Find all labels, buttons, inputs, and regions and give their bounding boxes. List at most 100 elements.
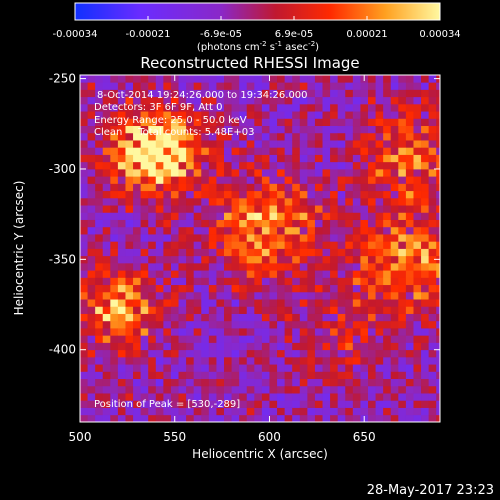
heatmap-cell <box>277 414 286 422</box>
heatmap-cell <box>148 89 157 98</box>
heatmap-cell <box>87 414 96 422</box>
heatmap-cell <box>224 400 232 408</box>
heatmap-cell <box>163 270 172 278</box>
heatmap-cell <box>216 320 225 329</box>
x-tick-label: 550 <box>163 430 186 444</box>
heatmap-cell <box>80 407 88 416</box>
heatmap-cell <box>428 226 437 235</box>
heatmap-cell <box>224 407 232 416</box>
heatmap-cell <box>178 234 187 242</box>
heatmap-cell <box>87 82 96 90</box>
heatmap-cell <box>421 212 430 220</box>
heatmap-cell <box>186 147 195 155</box>
heatmap-cell <box>110 291 119 300</box>
heatmap-cell <box>436 161 440 170</box>
heatmap-cell <box>155 183 164 192</box>
heatmap-cell <box>231 270 240 278</box>
heatmap-cell <box>80 168 88 177</box>
heatmap-cell <box>201 385 210 394</box>
heatmap-cell <box>170 154 179 163</box>
heatmap-cell <box>390 75 399 83</box>
heatmap-cell <box>436 328 440 336</box>
heatmap-cell <box>405 241 414 249</box>
heatmap-cell <box>277 168 286 177</box>
heatmap-cell <box>330 125 339 134</box>
heatmap-cell <box>231 241 240 249</box>
heatmap-cell <box>239 262 248 271</box>
heatmap-cell <box>87 371 96 380</box>
heatmap-cell <box>322 241 331 249</box>
heatmap-cell <box>163 197 172 206</box>
heatmap-cell <box>277 183 286 192</box>
heatmap-cell <box>216 270 225 278</box>
heatmap-cell <box>208 371 217 380</box>
heatmap-cell <box>231 414 240 422</box>
heatmap-cell <box>170 262 179 271</box>
heatmap-cell <box>314 96 323 105</box>
heatmap-cell <box>140 299 149 307</box>
heatmap-cell <box>110 342 119 351</box>
heatmap-cell <box>299 393 308 401</box>
heatmap-cell <box>201 103 210 112</box>
heatmap-cell <box>292 154 301 163</box>
heatmap-cell <box>231 168 240 177</box>
heatmap-cell <box>398 378 407 387</box>
heatmap-cell <box>163 190 172 199</box>
heatmap-cell <box>95 103 104 112</box>
heatmap-cell <box>277 132 286 141</box>
heatmap-cell <box>284 226 293 235</box>
heatmap-cell <box>330 161 339 170</box>
heatmap-cell <box>110 161 119 170</box>
heatmap-cell <box>125 205 134 213</box>
heatmap-cell <box>360 349 369 358</box>
heatmap-cell <box>87 378 96 387</box>
heatmap-cell <box>87 205 96 213</box>
heatmap-cell <box>201 407 210 416</box>
heatmap-cell <box>314 103 323 112</box>
heatmap-cell <box>140 161 149 170</box>
heatmap-cell <box>87 277 96 286</box>
heatmap-cell <box>117 378 126 387</box>
heatmap-cell <box>413 407 422 416</box>
heatmap-cell <box>140 96 149 105</box>
heatmap-cell <box>102 168 111 177</box>
heatmap-cell <box>246 82 255 90</box>
heatmap-cell <box>133 262 142 271</box>
heatmap-cell <box>421 248 430 257</box>
heatmap-cell <box>201 161 210 170</box>
heatmap-cell <box>269 284 278 293</box>
heatmap-cell <box>224 414 232 422</box>
heatmap-cell <box>390 125 399 134</box>
heatmap-cell <box>95 255 104 264</box>
heatmap-cell <box>193 219 202 228</box>
heatmap-cell <box>436 291 440 300</box>
heatmap-cell <box>292 103 301 112</box>
heatmap-cell <box>216 262 225 271</box>
heatmap-cell <box>307 385 316 394</box>
heatmap-cell <box>201 262 210 271</box>
heatmap-cell <box>277 385 286 394</box>
heatmap-cell <box>224 270 232 278</box>
heatmap-cell <box>383 82 392 90</box>
heatmap-cell <box>261 118 270 127</box>
heatmap-cell <box>216 103 225 112</box>
heatmap-cell <box>201 176 210 184</box>
unit-exp-2: -2 <box>308 40 315 48</box>
heatmap-cell <box>436 197 440 206</box>
heatmap-cell <box>299 132 308 141</box>
heatmap-cell <box>360 103 369 112</box>
heatmap-cell <box>421 371 430 380</box>
heatmap-cell <box>208 154 217 163</box>
heatmap-cell <box>224 328 232 336</box>
heatmap-cell <box>102 103 111 112</box>
heatmap-cell <box>428 132 437 141</box>
heatmap-cell <box>95 241 104 249</box>
heatmap-cell <box>428 291 437 300</box>
heatmap-cell <box>307 183 316 192</box>
heatmap-cell <box>292 270 301 278</box>
heatmap-cell <box>314 147 323 155</box>
heatmap-cell <box>140 248 149 257</box>
heatmap-cell <box>163 407 172 416</box>
heatmap-cell <box>246 328 255 336</box>
heatmap-cell <box>178 132 187 141</box>
